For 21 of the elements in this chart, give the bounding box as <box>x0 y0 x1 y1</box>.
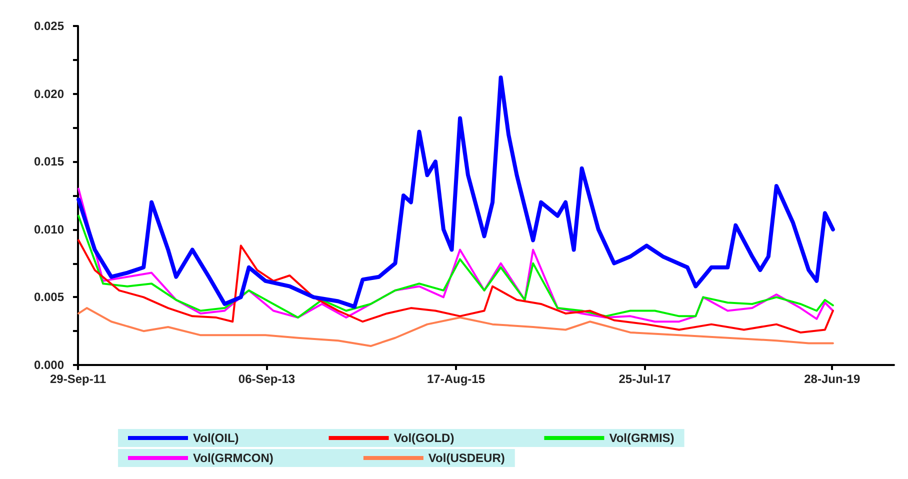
x-tick-label: 06-Sep-13 <box>238 372 296 386</box>
legend-label: Vol(GOLD) <box>394 431 454 445</box>
y-tick-label: 0.010 <box>34 222 64 236</box>
legend-label: Vol(GRMIS) <box>609 431 674 445</box>
legend-label: Vol(OIL) <box>193 431 239 445</box>
line-series <box>78 188 834 323</box>
line-series <box>78 214 834 319</box>
y-tick-label: 0.015 <box>34 154 64 169</box>
y-tick-label: 0.020 <box>34 86 64 101</box>
y-tick-label: 0.000 <box>34 358 64 372</box>
line-series <box>76 76 835 309</box>
y-tick-label: 0.025 <box>34 19 64 33</box>
legend-label: Vol(USDEUR) <box>428 451 505 465</box>
line-series <box>78 239 834 334</box>
y-tick-label: 0.005 <box>34 290 64 304</box>
x-tick-label: 28-Jun-19 <box>804 372 860 386</box>
line-series <box>78 307 834 348</box>
legend-label: Vol(GRMCON) <box>193 451 274 465</box>
x-tick-label: 25-Jul-17 <box>618 372 672 386</box>
x-tick-label: 17-Aug-15 <box>427 372 486 386</box>
x-tick-label: 29-Sep-11 <box>50 372 106 386</box>
